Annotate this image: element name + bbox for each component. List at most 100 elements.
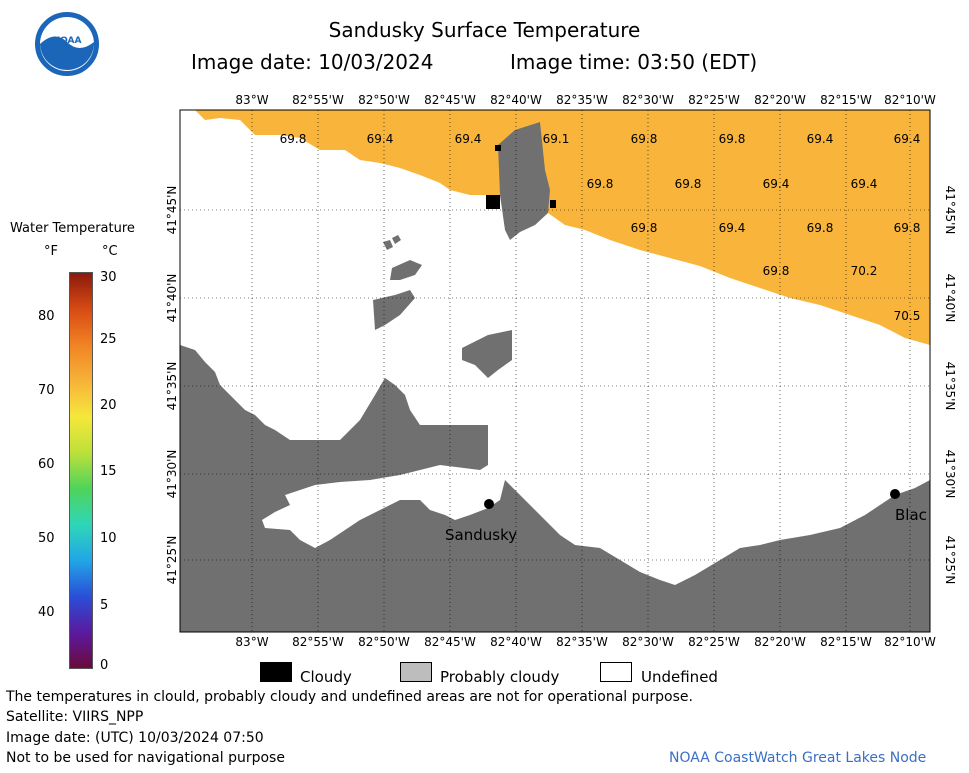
temperature-label: 69.4 — [455, 132, 482, 146]
map-frame — [179, 109, 931, 633]
colorbar-f-tick: 80 — [38, 309, 55, 324]
colorbar-c-tick: 25 — [100, 332, 117, 347]
credit: NOAA CoastWatch Great Lakes Node — [669, 750, 927, 766]
temperature-label: 69.8 — [631, 132, 658, 146]
temperature-label: 69.1 — [543, 132, 570, 146]
colorbar-f-tick: 60 — [38, 457, 55, 472]
lon-label: 82°10'W — [884, 93, 936, 107]
lon-label: 82°25'W — [688, 635, 740, 649]
black-label: Blac — [895, 506, 927, 524]
noaa-logo: NOAA — [35, 12, 99, 76]
lat-label: 41°35'N — [943, 362, 957, 411]
nav-warning: Not to be used for navigational purpose — [6, 750, 285, 766]
cloudy-pixel — [495, 145, 501, 151]
temperature-labels: 69.8 69.4 69.4 69.1 69.8 69.8 69.4 69.4 69.8 69.8… — [280, 132, 921, 323]
image-date: Image date: 10/03/2024 — [191, 50, 434, 74]
colorbar-unit-f: °F — [44, 244, 58, 259]
temperature-label: 69.8 — [763, 264, 790, 278]
island-kelleys — [373, 290, 415, 330]
sandusky-label: Sandusky — [445, 526, 517, 544]
probably-cloudy-label: Probably cloudy — [440, 668, 560, 686]
colorbar-f-tick: 70 — [38, 383, 55, 398]
lon-label: 82°25'W — [688, 93, 740, 107]
colorbar-c-tick: 15 — [100, 464, 117, 479]
colorbar-c-tick: 30 — [100, 270, 117, 285]
temperature-label: 69.4 — [894, 132, 921, 146]
colorbar-c-tick: 10 — [100, 531, 117, 546]
black-marker — [890, 489, 900, 499]
temperature-label: 70.2 — [851, 264, 878, 278]
lon-label: 82°20'W — [754, 635, 806, 649]
lon-label: 83°W — [235, 635, 268, 649]
probably-cloudy-swatch — [400, 662, 432, 682]
lon-label: 82°30'W — [622, 93, 674, 107]
lon-label: 82°40'W — [490, 93, 542, 107]
lat-label: 41°45'N — [165, 186, 179, 235]
lon-label: 82°30'W — [622, 635, 674, 649]
lat-label: 41°25'N — [165, 536, 179, 585]
cloudy-pixel — [550, 200, 556, 208]
temperature-label: 70.5 — [894, 309, 921, 323]
lat-label: 41°40'N — [165, 274, 179, 323]
lon-label: 82°45'W — [424, 93, 476, 107]
axis-labels: 83°W 83°W 82°55'W 82°55'W 82°50'W 82°50'W 82°4… — [165, 93, 957, 649]
colorbar — [69, 272, 93, 669]
temperature-label: 69.8 — [587, 177, 614, 191]
sandusky-marker — [484, 499, 494, 509]
island-johnson — [462, 330, 512, 378]
temperature-label: 69.4 — [763, 177, 790, 191]
temperature-label: 69.4 — [851, 177, 878, 191]
temperature-label: 69.8 — [675, 177, 702, 191]
lat-label: 41°30'N — [943, 450, 957, 499]
temperature-label: 69.8 — [631, 221, 658, 235]
lon-label: 82°20'W — [754, 93, 806, 107]
lon-label: 82°35'W — [556, 635, 608, 649]
cloudy-label: Cloudy — [300, 668, 352, 686]
lon-label: 82°40'W — [490, 635, 542, 649]
lon-label: 82°10'W — [884, 635, 936, 649]
lat-label: 41°25'N — [943, 536, 957, 585]
temperature-label: 69.8 — [280, 132, 307, 146]
utc-date: Image date: (UTC) 10/03/2024 07:50 — [6, 730, 264, 746]
colorbar-f-tick: 50 — [38, 531, 55, 546]
temperature-label: 69.8 — [719, 132, 746, 146]
temperature-label: 69.8 — [807, 221, 834, 235]
colorbar-f-tick: 40 — [38, 605, 55, 620]
lat-label: 41°35'N — [165, 362, 179, 411]
image-time: Image time: 03:50 (EDT) — [510, 50, 758, 74]
cloudy-swatch — [260, 662, 292, 682]
lat-label: 41°30'N — [165, 450, 179, 499]
island-pelee — [498, 122, 550, 240]
disclaimer: The temperatures in clould, probably clo… — [6, 689, 693, 705]
lon-label: 82°55'W — [292, 93, 344, 107]
svg-text:NOAA: NOAA — [53, 36, 82, 46]
colorbar-c-tick: 20 — [100, 398, 117, 413]
lon-label: 82°45'W — [424, 635, 476, 649]
colorbar-c-tick: 0 — [100, 658, 109, 673]
lat-label: 41°45'N — [943, 186, 957, 235]
temperature-label: 69.8 — [894, 221, 921, 235]
island-south-bass — [390, 260, 422, 280]
undefined-swatch — [600, 662, 632, 682]
satellite: Satellite: VIIRS_NPP — [6, 709, 144, 725]
temperature-label: 69.4 — [719, 221, 746, 235]
lon-label: 82°15'W — [820, 635, 872, 649]
lake-water-temperature — [180, 110, 930, 345]
lon-label: 82°15'W — [820, 93, 872, 107]
map-title: Sandusky Surface Temperature — [328, 18, 641, 42]
temperature-label: 69.4 — [367, 132, 394, 146]
cloudy-pixel — [486, 195, 500, 209]
land-mainland — [180, 345, 930, 632]
colorbar-title: Water Temperature — [10, 221, 135, 236]
temperature-label: 69.4 — [807, 132, 834, 146]
undefined-label: Undefined — [641, 668, 718, 686]
colorbar-c-tick: 5 — [100, 598, 109, 613]
island-small-2 — [392, 235, 401, 244]
lon-label: 83°W — [235, 93, 268, 107]
graticule — [180, 110, 930, 632]
lon-label: 82°50'W — [358, 635, 410, 649]
lon-label: 82°35'W — [556, 93, 608, 107]
island-small — [383, 240, 393, 250]
lon-label: 82°50'W — [358, 93, 410, 107]
